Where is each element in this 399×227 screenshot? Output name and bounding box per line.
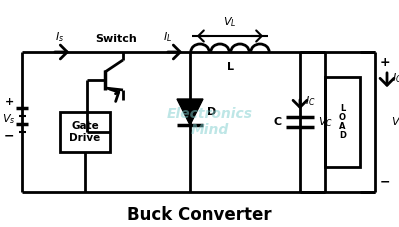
Text: −: −: [380, 175, 391, 188]
Text: +: +: [4, 97, 14, 107]
Text: $I_L$: $I_L$: [164, 30, 173, 44]
Text: C: C: [274, 117, 282, 127]
Text: Gate
Drive: Gate Drive: [69, 121, 101, 143]
Text: Electronics
Mind: Electronics Mind: [167, 107, 253, 137]
Text: $V_s$: $V_s$: [2, 112, 16, 126]
Text: $I_O$: $I_O$: [392, 71, 399, 85]
Text: L: L: [227, 62, 233, 72]
Text: $V_o$: $V_o$: [391, 115, 399, 129]
Bar: [60, 112, 110, 152]
Bar: [325, 77, 360, 167]
Text: $V_L$: $V_L$: [223, 15, 237, 29]
Text: +: +: [380, 55, 391, 69]
Text: Switch: Switch: [95, 34, 137, 44]
Text: $I_s$: $I_s$: [55, 30, 65, 44]
Polygon shape: [177, 99, 203, 125]
Text: D: D: [207, 107, 216, 117]
Text: $I_C$: $I_C$: [305, 94, 316, 108]
Text: L
O
A
D: L O A D: [339, 104, 346, 140]
Text: Buck Converter: Buck Converter: [127, 206, 272, 224]
Text: $V_C$: $V_C$: [318, 115, 333, 129]
Text: −: −: [4, 129, 14, 143]
